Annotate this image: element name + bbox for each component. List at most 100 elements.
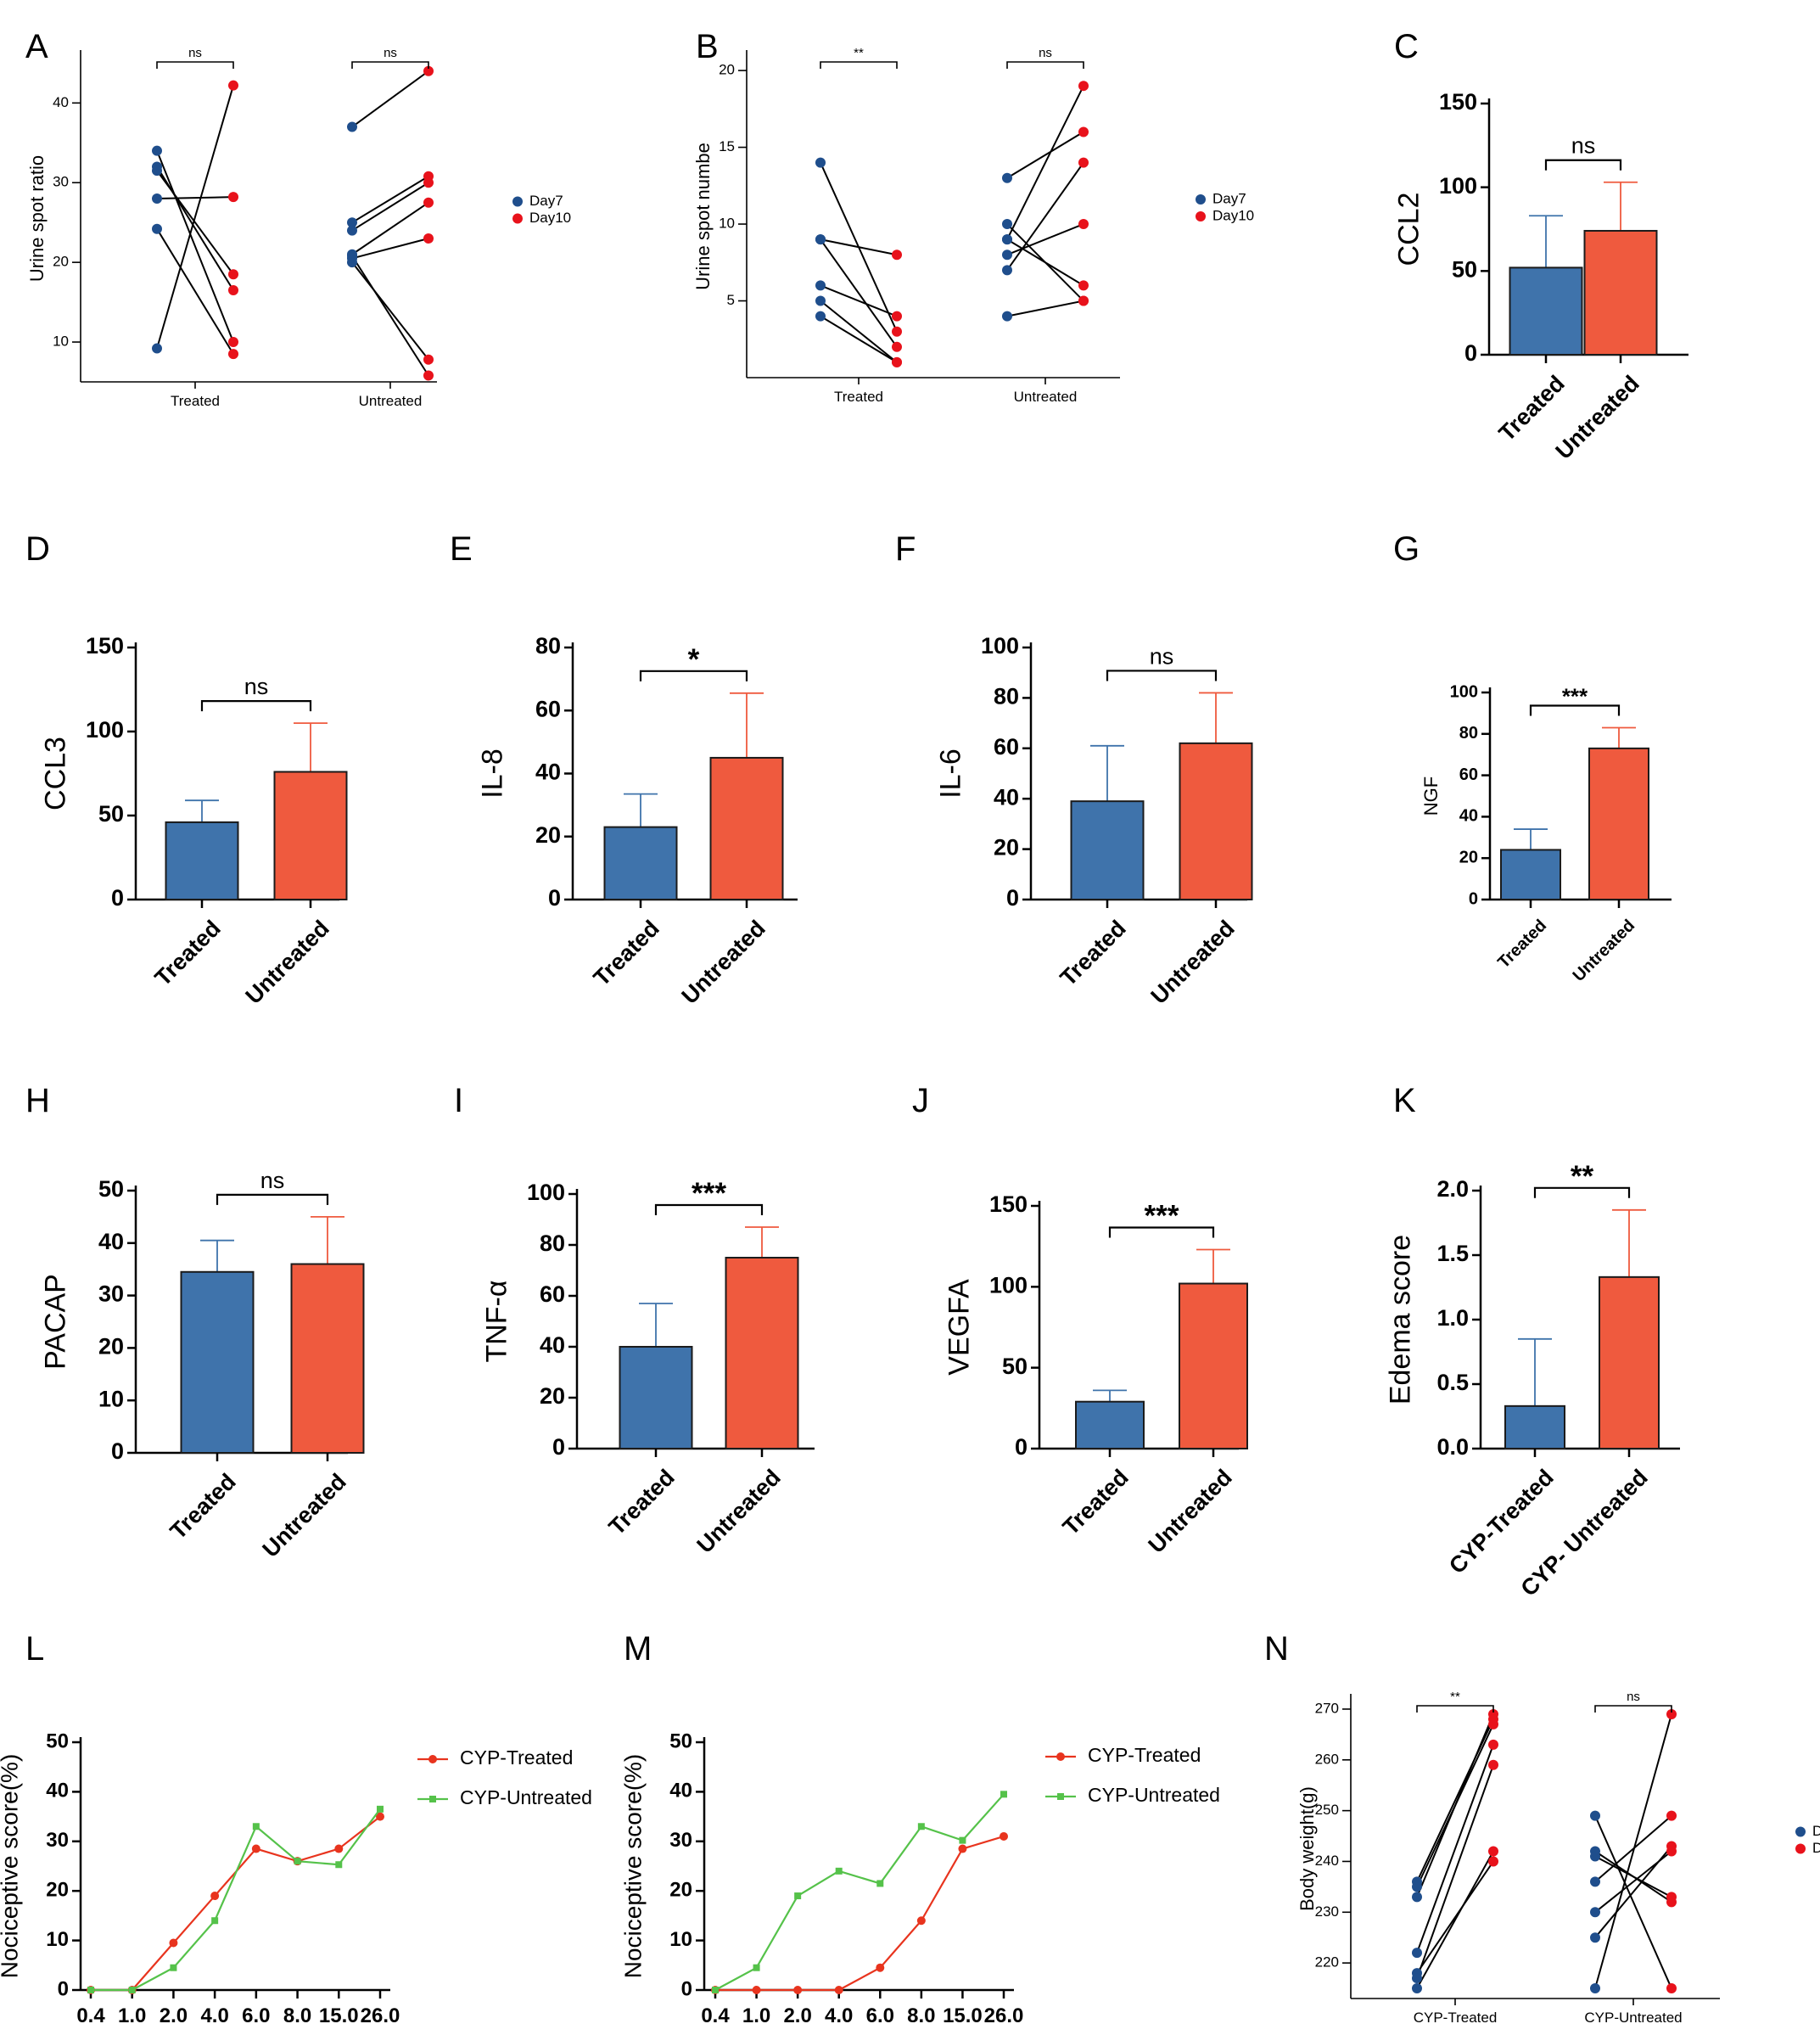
y-tick-label: 40 <box>53 94 69 110</box>
x-tick-label: Treated <box>150 916 226 991</box>
point-day11 <box>1666 1708 1677 1719</box>
series-point <box>876 1880 884 1887</box>
panel-label-n: N <box>1264 1630 1289 1668</box>
legend-label: Day0 <box>1812 1823 1820 1839</box>
pair-line <box>1416 1851 1494 1989</box>
y-tick-label: 20 <box>994 835 1019 861</box>
pair-line <box>820 284 898 317</box>
pair-line <box>351 70 429 128</box>
point-day10 <box>1078 81 1089 92</box>
y-tick-label: 150 <box>1439 89 1477 115</box>
panel-label-d: D <box>25 530 50 568</box>
y-axis-label: NGF <box>1420 776 1442 816</box>
y-tick-label: 10 <box>53 334 69 350</box>
series-point <box>916 1916 926 1926</box>
y-tick-label: 60 <box>540 1281 565 1307</box>
series-point <box>251 1844 260 1853</box>
series-line-0 <box>715 1835 1005 1992</box>
bar-treated <box>1504 1404 1565 1449</box>
legend-marker <box>1056 1752 1065 1761</box>
bar-treated <box>165 821 239 900</box>
y-tick-label: 30 <box>669 1829 692 1852</box>
point-day11 <box>1488 1759 1498 1770</box>
legend-label: CYP-Treated <box>460 1746 573 1769</box>
x-tick-label: Treated <box>165 1469 241 1544</box>
x-tick-label: Treated <box>1494 917 1550 973</box>
point-day0 <box>1590 1876 1600 1887</box>
point-day0 <box>1590 1983 1600 1994</box>
y-tick-label: 50 <box>1002 1354 1028 1379</box>
significance-label: *** <box>1562 683 1588 709</box>
legend-marker <box>428 1755 437 1763</box>
pair-line <box>1416 1860 1494 1974</box>
y-tick-label: 50 <box>1452 256 1477 282</box>
point-day7 <box>1002 265 1012 276</box>
y-tick-label: 10 <box>98 1386 124 1411</box>
point-day10 <box>423 370 434 381</box>
y-tick-label: 150 <box>86 633 124 659</box>
point-day11 <box>1488 1846 1498 1857</box>
y-tick-label: 20 <box>46 1879 69 1902</box>
point-day7 <box>152 193 162 205</box>
series-point <box>834 1986 843 1994</box>
pair-line <box>156 196 234 200</box>
point-day10 <box>1078 126 1089 137</box>
bar-untreated <box>1599 1275 1660 1449</box>
point-day11 <box>1488 1856 1498 1867</box>
point-day11 <box>1488 1739 1498 1750</box>
panel-a: A 10 20 30 40 Urine spot ratio Treated ns Untrea… <box>25 28 571 409</box>
point-day7 <box>152 145 162 156</box>
panel-label-m: M <box>624 1630 652 1668</box>
point-day7 <box>347 225 357 236</box>
pair-line <box>1006 85 1084 240</box>
series-line-1 <box>91 1808 381 1992</box>
x-tick-label: Untreated <box>676 916 770 1009</box>
point-day0 <box>1590 1932 1600 1943</box>
legend-marker <box>1196 194 1206 205</box>
legend-label: Day10 <box>529 210 571 226</box>
point-day0 <box>1590 1907 1600 1918</box>
x-tick-label: Treated <box>1056 916 1131 991</box>
x-tick-label: Untreated <box>240 916 333 1009</box>
y-tick-label: 30 <box>53 174 69 190</box>
y-axis-label: Edema score <box>1384 1235 1416 1404</box>
x-tick-label: Treated <box>589 916 664 991</box>
x-tick-label: 0.4 <box>76 2004 105 2027</box>
pair-line <box>351 261 429 361</box>
significance-label: * <box>688 643 700 676</box>
x-tick-label: Untreated <box>692 1465 785 1558</box>
point-day7 <box>815 295 826 306</box>
bar-treated <box>619 1346 693 1449</box>
point-day10 <box>1078 280 1089 291</box>
x-tick-label: 2.0 <box>783 2004 811 2027</box>
point-day11 <box>1488 1708 1498 1719</box>
point-day7 <box>815 157 826 168</box>
y-tick-label: 100 <box>527 1180 565 1205</box>
series-point <box>169 1938 178 1948</box>
series-point <box>334 1844 344 1853</box>
panel-l: L 0 10 20 30 40 50 Nociceptive score(%) 0.4 1.0 2.… <box>0 1630 592 2027</box>
pair-line <box>1006 300 1084 317</box>
x-tick-label: 15.0 <box>943 2004 983 2027</box>
significance-bracket <box>1106 670 1218 681</box>
panel-label-c: C <box>1394 28 1419 65</box>
panel-label-g: G <box>1393 530 1420 568</box>
y-tick-label: 10 <box>46 1928 69 1951</box>
x-tick-label: 0.4 <box>701 2004 730 2027</box>
bar-treated <box>1500 849 1561 901</box>
panel-e: E 0 20 40 60 80 IL-8 Treated Untreated * <box>450 530 798 1009</box>
y-tick-label: 40 <box>1459 807 1478 826</box>
point-day0 <box>1412 1973 1422 1984</box>
significance-label: ns <box>1150 643 1174 669</box>
panel-label-b: B <box>696 28 719 65</box>
x-tick-label: Untreated <box>257 1469 350 1562</box>
y-tick-label: 0 <box>1006 885 1019 911</box>
y-tick-label: 10 <box>719 216 735 232</box>
pair-line <box>1006 162 1084 271</box>
y-tick-label: 2.0 <box>1436 1176 1469 1202</box>
bar-treated <box>1509 266 1583 356</box>
point-day10 <box>1078 295 1089 306</box>
y-tick-label: 60 <box>994 734 1019 760</box>
series-point <box>170 1964 177 1971</box>
point-day10 <box>1078 219 1089 230</box>
